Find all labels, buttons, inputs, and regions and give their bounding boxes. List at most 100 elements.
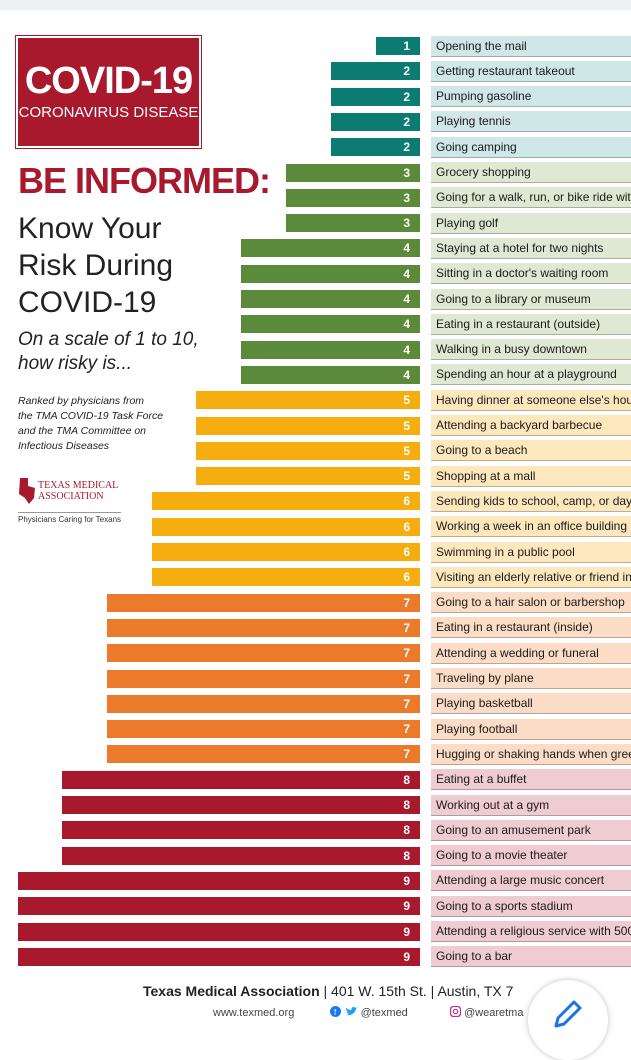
texas-shape-icon — [19, 478, 35, 504]
activity-label: Traveling by plane — [431, 668, 631, 689]
facebook-icon[interactable]: f — [330, 1006, 342, 1017]
risk-value: 9 — [403, 874, 410, 888]
risk-bar: 3 — [286, 164, 420, 182]
ranked-by-note: Ranked by physicians from the TMA COVID-… — [18, 394, 163, 454]
risk-value: 2 — [403, 115, 410, 129]
activity-label: Spending an hour at a playground — [431, 364, 631, 385]
logo-line-2: ASSOCIATION — [38, 491, 104, 502]
risk-bar: 4 — [241, 315, 420, 333]
activity-label: Attending a wedding or funeral — [431, 643, 631, 664]
risk-value: 8 — [403, 849, 410, 863]
activity-label: Sending kids to school, camp, or day ca — [431, 491, 631, 512]
activity-label: Playing tennis — [431, 111, 631, 132]
activity-label: Attending a religious service with 500+ … — [431, 921, 631, 942]
activity-label: Shopping at a mall — [431, 466, 631, 487]
activity-label: Eating in a restaurant (outside) — [431, 314, 631, 335]
risk-value: 9 — [403, 925, 410, 939]
activity-label: Going to a movie theater — [431, 845, 631, 866]
ranked-line-3: and the TMA Committee on — [18, 425, 146, 437]
risk-bar: 8 — [62, 847, 420, 865]
activity-label: Going to an amusement park — [431, 820, 631, 841]
risk-bar: 9 — [18, 872, 420, 890]
scale-line-2: how risky is... — [18, 353, 133, 374]
risk-bar: 6 — [152, 543, 420, 561]
risk-value: 1 — [403, 39, 410, 53]
ranked-line-2: the TMA COVID-19 Task Force — [18, 410, 164, 422]
activity-label: Playing golf — [431, 213, 631, 234]
risk-value: 6 — [403, 545, 410, 559]
risk-value: 6 — [403, 494, 410, 508]
risk-value: 7 — [403, 621, 410, 635]
risk-value: 3 — [403, 191, 410, 205]
risk-bar: 4 — [241, 265, 420, 283]
logo-tagline: Physicians Caring for Texans — [18, 512, 122, 524]
top-strip — [0, 0, 631, 10]
edit-button[interactable] — [528, 980, 608, 1060]
instagram-icon[interactable] — [449, 1005, 462, 1018]
risk-value: 7 — [403, 722, 410, 736]
headline: BE INFORMED: — [18, 160, 271, 201]
logo-text: TEXAS MEDICAL ASSOCIATION — [38, 480, 118, 502]
risk-value: 4 — [403, 241, 410, 255]
activity-label: Eating at a buffet — [431, 769, 631, 790]
page-title: Know Your Risk During COVID-19 — [18, 210, 173, 321]
risk-bar: 2 — [331, 138, 420, 156]
risk-bar: 4 — [241, 341, 420, 359]
activity-label: Going camping — [431, 137, 631, 158]
risk-bar: 3 — [286, 214, 420, 232]
badge-subtitle: CORONAVIRUS DISEASE — [18, 104, 199, 121]
footer-separator: | — [323, 983, 332, 999]
twitter-icon[interactable] — [345, 1006, 358, 1017]
risk-value: 7 — [403, 697, 410, 711]
risk-bar: 7 — [107, 720, 420, 738]
tma-logo: TEXAS MEDICAL ASSOCIATION Physicians Car… — [18, 472, 128, 528]
risk-bar: 4 — [241, 366, 420, 384]
activity-label: Attending a backyard barbecue — [431, 415, 631, 436]
risk-value: 4 — [403, 343, 410, 357]
activity-label: Hugging or shaking hands when greetin — [431, 744, 631, 765]
risk-bar: 7 — [107, 594, 420, 612]
risk-bar: 5 — [196, 442, 420, 460]
activity-label: Going to a library or museum — [431, 289, 631, 310]
activity-label: Attending a large music concert — [431, 870, 631, 891]
risk-bar: 8 — [62, 771, 420, 789]
activity-label: Working out at a gym — [431, 795, 631, 816]
footer-instagram-handle[interactable]: @wearetma — [464, 1007, 524, 1019]
risk-bar: 8 — [62, 796, 420, 814]
activity-label: Grocery shopping — [431, 162, 631, 183]
svg-text:f: f — [334, 1008, 337, 1017]
activity-label: Eating in a restaurant (inside) — [431, 617, 631, 638]
risk-value: 3 — [403, 166, 410, 180]
risk-value: 2 — [403, 140, 410, 154]
activity-label: Playing basketball — [431, 693, 631, 714]
risk-bar: 8 — [62, 821, 420, 839]
logo-line-1: TEXAS MEDICAL — [38, 480, 119, 491]
title-line-1: Know Your — [18, 212, 162, 245]
title-line-2: Risk During — [18, 249, 174, 282]
risk-bar: 5 — [196, 417, 420, 435]
risk-bar: 2 — [331, 62, 420, 80]
risk-bar: 9 — [18, 923, 420, 941]
activity-label: Getting restaurant takeout — [431, 61, 631, 82]
risk-bar: 4 — [241, 290, 420, 308]
risk-value: 8 — [403, 773, 410, 787]
footer-website[interactable]: www.texmed.org — [213, 1007, 295, 1019]
risk-bar: 2 — [331, 88, 420, 106]
risk-value: 7 — [403, 672, 410, 686]
risk-value: 7 — [403, 646, 410, 660]
risk-value: 7 — [403, 747, 410, 761]
risk-value: 2 — [403, 90, 410, 104]
pencil-icon — [554, 1000, 582, 1028]
scale-line-1: On a scale of 1 to 10, — [18, 329, 199, 350]
risk-bar: 6 — [152, 518, 420, 536]
activity-label: Going to a beach — [431, 440, 631, 461]
footer-social-handle[interactable]: @texmed — [360, 1007, 408, 1019]
footer-street: 401 W. 15th St. — [331, 983, 427, 999]
risk-bar: 5 — [196, 391, 420, 409]
footer-city: Austin, TX 7 — [437, 983, 514, 999]
ranked-line-4: Infectious Diseases — [18, 440, 110, 452]
badge-title: COVID-19 — [24, 60, 193, 102]
risk-bar: 5 — [196, 467, 420, 485]
risk-bar: 7 — [107, 670, 420, 688]
activity-label: Sitting in a doctor's waiting room — [431, 263, 631, 284]
